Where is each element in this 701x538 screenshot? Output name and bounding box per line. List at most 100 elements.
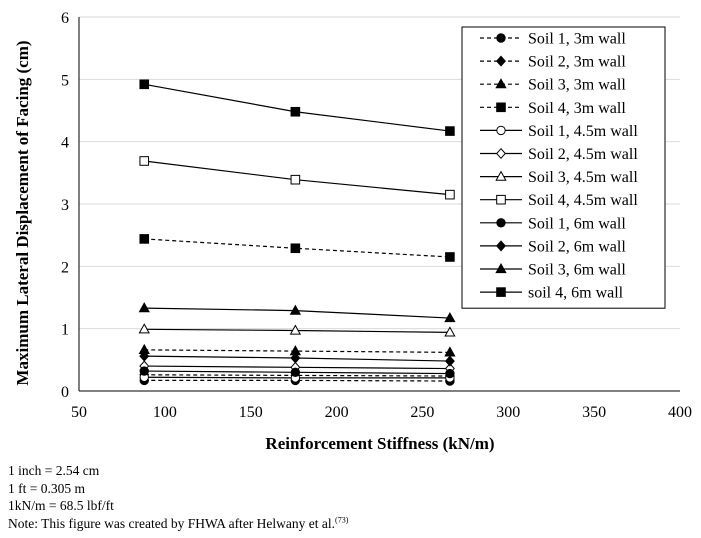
legend-circle-marker bbox=[496, 33, 506, 43]
data-point-square-marker bbox=[290, 174, 301, 185]
legend-entry: Soil 3, 4.5m wall bbox=[480, 169, 638, 186]
data-point-square-marker bbox=[445, 189, 455, 200]
legend-entry: Soil 3, 6m wall bbox=[480, 262, 626, 279]
series-10 bbox=[139, 350, 455, 367]
data-point-square-marker bbox=[290, 243, 301, 254]
legend-entry: Soil 2, 3m wall bbox=[480, 54, 626, 71]
data-point-triangle-marker bbox=[289, 324, 302, 335]
legend-entry: Soil 4, 3m wall bbox=[480, 100, 626, 117]
series-11 bbox=[138, 302, 456, 323]
series-3 bbox=[138, 343, 456, 357]
note-conversion-ft: 1 ft = 0.305 m bbox=[8, 480, 85, 496]
legend-entry: Soil 3, 3m wall bbox=[480, 77, 626, 94]
series-9 bbox=[139, 366, 455, 379]
series-8 bbox=[139, 156, 455, 200]
legend-label: Soil 3, 4.5m wall bbox=[528, 169, 638, 186]
legend-box bbox=[461, 26, 666, 309]
footnotes: 1 inch = 2.54 cm 1 ft = 0.305 m 1kN/m = … bbox=[8, 462, 348, 532]
axes bbox=[78, 17, 680, 392]
legend-entry: Soil 1, 4.5m wall bbox=[480, 123, 638, 140]
legend-circle-marker bbox=[496, 125, 506, 136]
x-tick-label: 250 bbox=[410, 404, 434, 421]
legend-triangle-marker bbox=[495, 170, 507, 181]
data-point-square-marker bbox=[290, 106, 301, 117]
legend-label: Soil 3, 6m wall bbox=[528, 262, 626, 279]
note-source-ref: (73) bbox=[335, 515, 349, 524]
legend-entry: soil 4, 6m wall bbox=[480, 285, 624, 302]
legend: Soil 1, 3m wall Soil 2, 3m wall Soil 3, 3m… bbox=[461, 26, 666, 309]
series-4 bbox=[139, 234, 455, 262]
x-tick-label: 300 bbox=[496, 404, 520, 421]
x-tick-label: 200 bbox=[325, 404, 349, 421]
data-point-diamond-marker bbox=[444, 355, 455, 367]
legend-label: Soil 4, 3m wall bbox=[528, 100, 626, 117]
gridlines bbox=[79, 16, 680, 330]
data-point-triangle-marker bbox=[138, 323, 150, 334]
legend-entry: Soil 2, 6m wall bbox=[480, 238, 626, 255]
legend-label: Soil 1, 3m wall bbox=[528, 31, 626, 48]
legend-entry: Soil 2, 4.5m wall bbox=[480, 146, 638, 163]
legend-label: Soil 2, 3m wall bbox=[528, 54, 626, 71]
data-point-diamond-marker bbox=[290, 352, 301, 364]
legend-entry: Soil 4, 4.5m wall bbox=[480, 192, 638, 209]
legend-diamond-marker bbox=[496, 240, 506, 252]
legend-label: Soil 2, 4.5m wall bbox=[528, 146, 638, 163]
legend-label: Soil 4, 4.5m wall bbox=[528, 192, 638, 209]
y-tick-label: 1 bbox=[61, 322, 69, 339]
data-point-triangle-marker bbox=[444, 346, 456, 357]
legend-label: Soil 1, 6m wall bbox=[528, 215, 626, 232]
y-tick-label: 6 bbox=[61, 10, 69, 27]
legend-entry: Soil 1, 6m wall bbox=[480, 215, 626, 232]
data-point-circle-marker bbox=[139, 366, 149, 376]
series-line bbox=[144, 238, 450, 258]
x-tick-label: 150 bbox=[239, 404, 263, 421]
legend-diamond-marker bbox=[496, 147, 506, 160]
y-tick-labels: 0 1 2 3 4 5 6 bbox=[61, 10, 69, 401]
line-chart: 0 1 2 3 4 5 6 50 100 150 200 250 300 350 400 Soil 1, … bbox=[13, 10, 692, 453]
note-conversion-inch: 1 inch = 2.54 cm bbox=[8, 463, 100, 478]
legend-label: Soil 3, 3m wall bbox=[528, 77, 626, 94]
series-line bbox=[144, 379, 450, 382]
series-line bbox=[144, 374, 450, 377]
x-axis-label: Reinforcement Stiffness (kN/m) bbox=[265, 434, 494, 453]
data-point-square-marker bbox=[139, 79, 150, 90]
data-point-triangle-marker bbox=[289, 304, 302, 315]
legend-square-marker bbox=[496, 102, 506, 113]
legend-label: Soil 2, 6m wall bbox=[528, 238, 626, 255]
series-line bbox=[144, 349, 450, 353]
y-tick-label: 5 bbox=[61, 72, 69, 89]
y-tick-label: 3 bbox=[61, 197, 69, 214]
x-tick-label: 350 bbox=[582, 404, 606, 421]
data-point-square-marker bbox=[139, 156, 150, 166]
legend-square-marker bbox=[496, 287, 506, 297]
data-point-diamond-marker bbox=[139, 350, 150, 362]
note-source-text: Note: This figure was created by FHWA af… bbox=[8, 515, 336, 531]
x-tick-label: 50 bbox=[71, 404, 87, 421]
data-point-square-marker bbox=[445, 126, 455, 136]
x-tick-label: 100 bbox=[153, 404, 177, 421]
legend-triangle-marker bbox=[495, 78, 507, 89]
legend-square-marker bbox=[496, 194, 506, 205]
legend-label: Soil 1, 4.5m wall bbox=[528, 123, 638, 140]
data-point-circle-marker bbox=[290, 367, 301, 377]
legend-circle-marker bbox=[496, 218, 506, 228]
legend-triangle-marker bbox=[495, 262, 507, 274]
x-tick-labels: 50 100 150 200 250 300 350 400 bbox=[71, 404, 692, 421]
data-point-triangle-marker bbox=[444, 312, 456, 323]
y-tick-label: 0 bbox=[61, 384, 69, 401]
data-point-triangle-marker bbox=[444, 326, 456, 337]
data-point-square-marker bbox=[139, 234, 150, 244]
legend-label: soil 4, 6m wall bbox=[528, 285, 624, 302]
data-point-triangle-marker bbox=[138, 302, 150, 313]
note-source: Note: This figure was created by FHWA af… bbox=[8, 515, 348, 533]
y-tick-label: 4 bbox=[61, 135, 69, 152]
y-axis-label: Maximum Lateral Displacement of Facing (… bbox=[13, 40, 32, 385]
legend-diamond-marker bbox=[496, 55, 506, 67]
data-point-square-marker bbox=[445, 252, 455, 262]
data-point-circle-marker bbox=[445, 368, 455, 379]
series-12 bbox=[139, 79, 455, 136]
note-conversion-kn: 1kN/m = 68.5 lbf/ft bbox=[8, 498, 114, 513]
y-tick-label: 2 bbox=[61, 259, 69, 276]
x-tick-label: 400 bbox=[668, 404, 692, 421]
data-series bbox=[138, 79, 456, 386]
